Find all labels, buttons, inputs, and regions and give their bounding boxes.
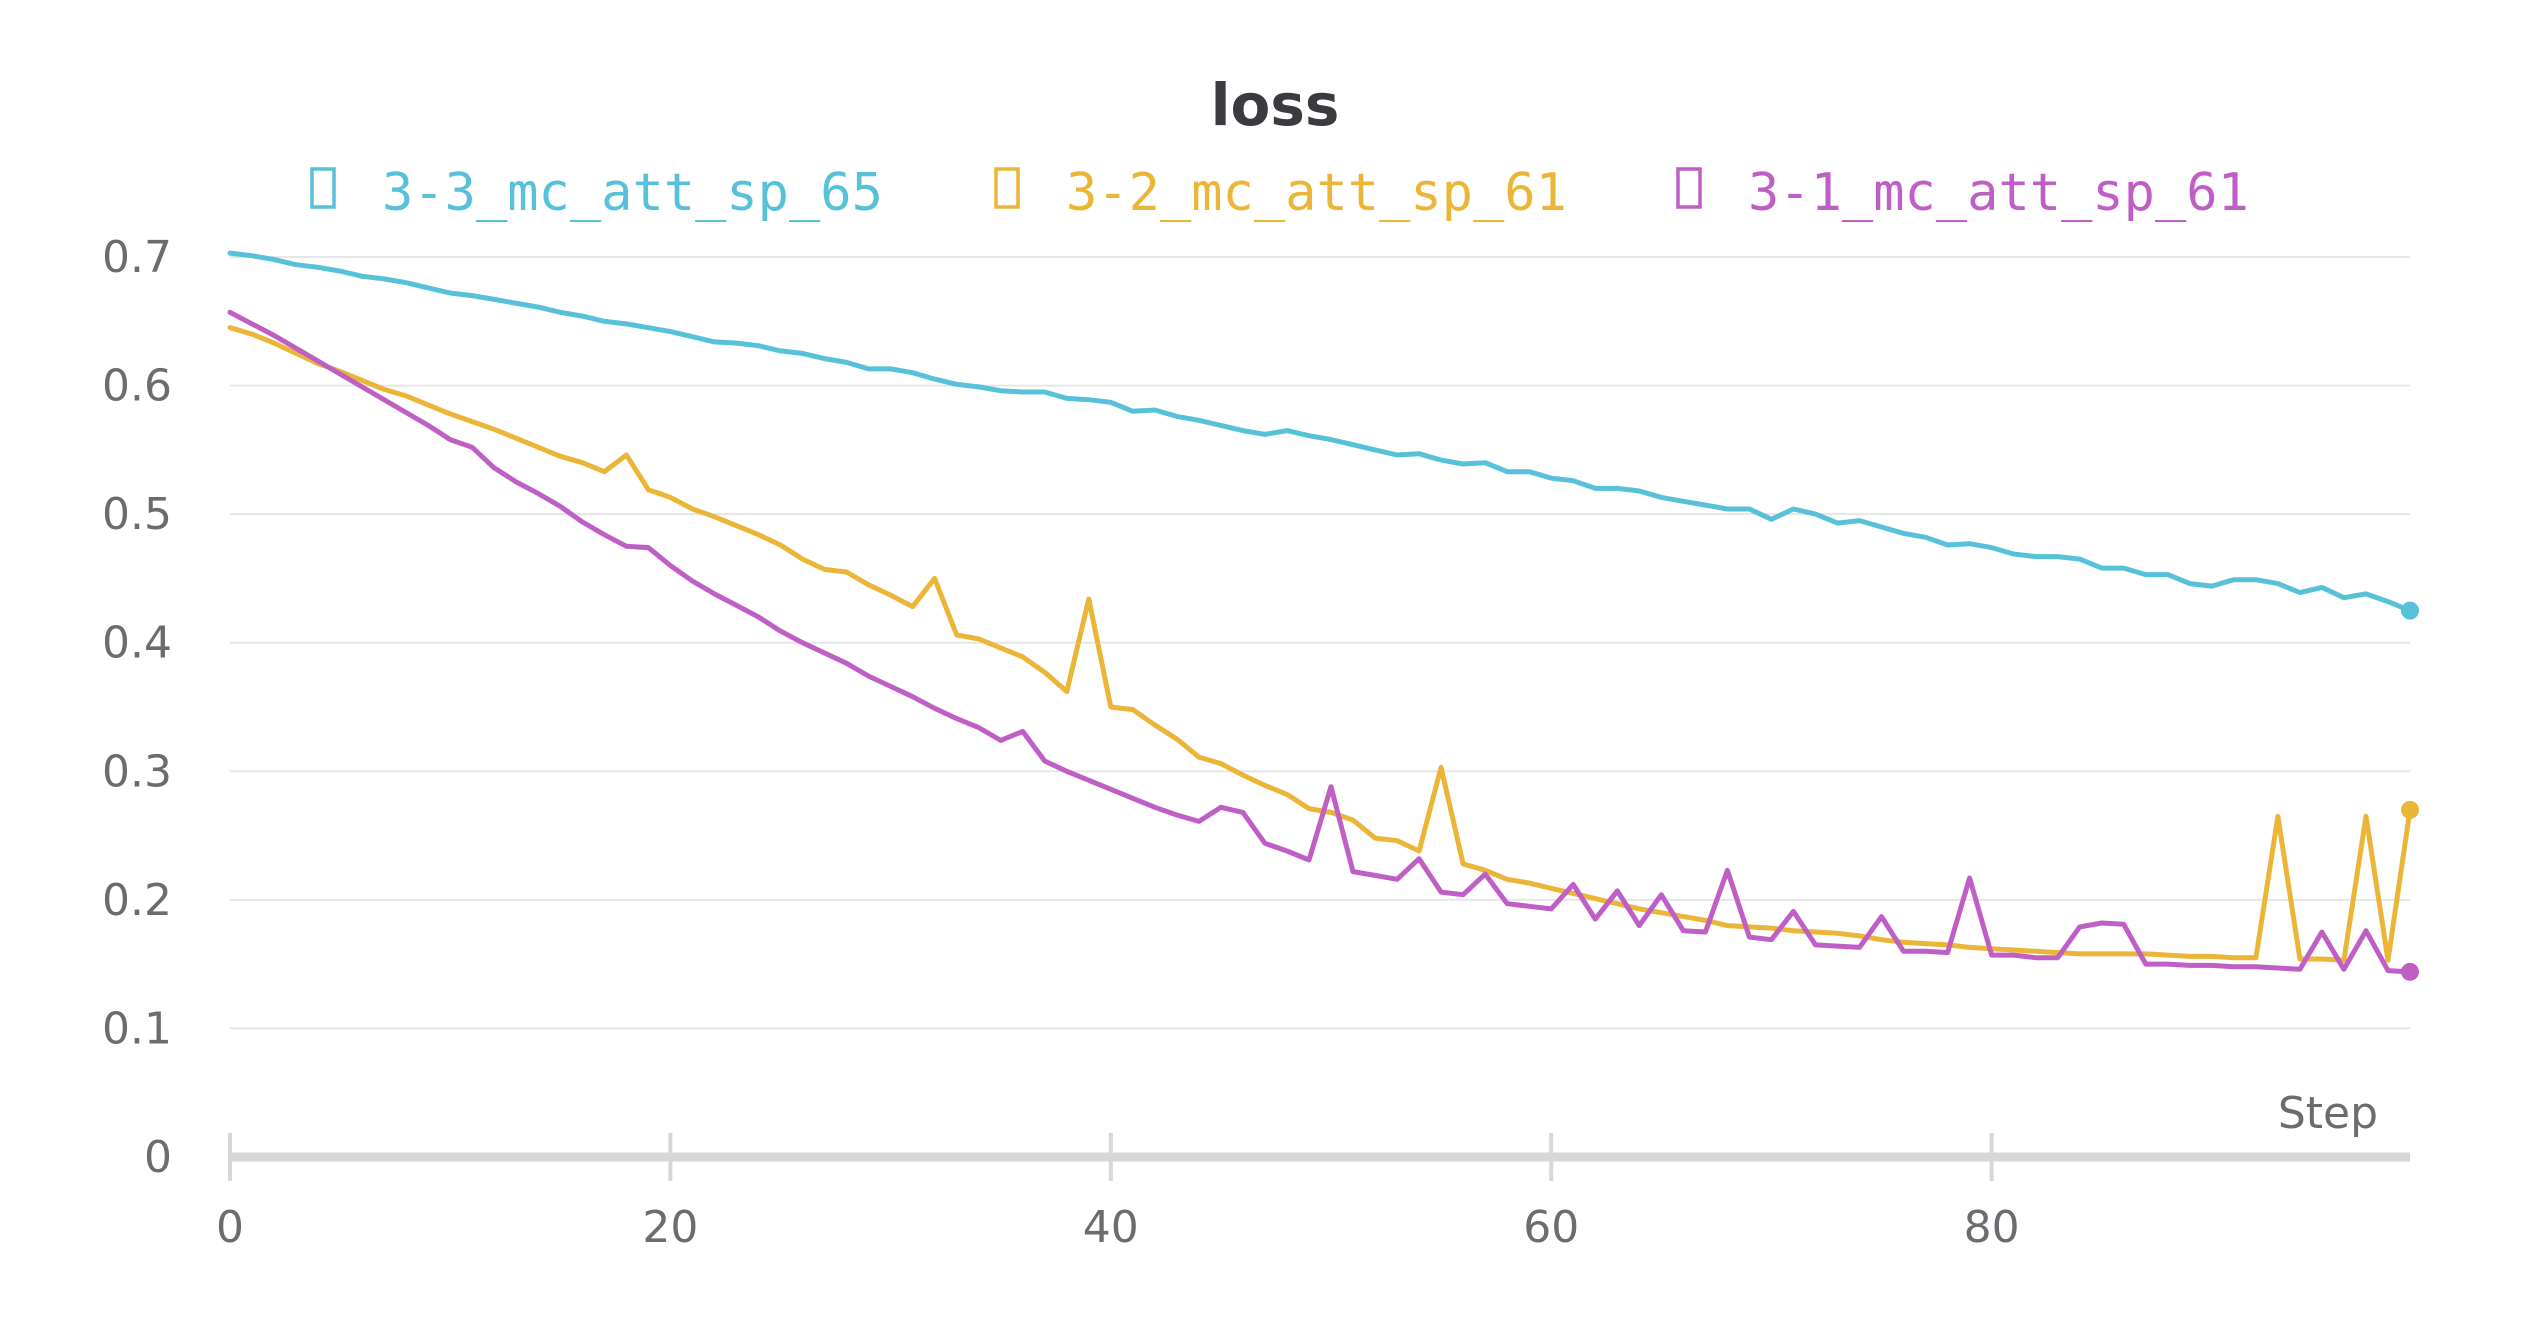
- series-end-point-2: [2401, 800, 2419, 819]
- grid: [230, 256, 2410, 1030]
- y-tick-label: 0.7: [102, 232, 172, 283]
- y-tick-label: 0.3: [102, 746, 172, 797]
- series-line-3: [227, 309, 2413, 975]
- y-tick-label: 0: [144, 1132, 172, 1183]
- legend-item-3[interactable]: 3-1_mc_att_sp_61: [1676, 163, 2249, 223]
- legend-swatch-icon: [1676, 167, 1702, 209]
- y-tick-label: 0.4: [102, 618, 172, 669]
- legend-label: 3-1_mc_att_sp_61: [1748, 163, 2249, 223]
- y-tick-label: 0.5: [102, 489, 172, 540]
- y-tick-label: 0.2: [102, 875, 172, 926]
- y-tick-label: 0.1: [102, 1003, 172, 1054]
- legend-swatch-icon: [994, 167, 1020, 209]
- series: [227, 250, 2419, 981]
- x-tick-label: 80: [1964, 1202, 2020, 1253]
- x-tick-label: 0: [216, 1202, 244, 1253]
- series-line-2: [227, 325, 2413, 963]
- x-tick-label: 40: [1083, 1202, 1139, 1253]
- x-axis-title: Step: [2278, 1088, 2378, 1139]
- series-end-point-1: [2401, 601, 2419, 620]
- x-axis: 0 20 40 60 80: [216, 1133, 2410, 1253]
- x-tick-label: 60: [1523, 1202, 1579, 1253]
- legend: 3-3_mc_att_sp_65 3-2_mc_att_sp_61 3-1_mc_a…: [310, 163, 2249, 223]
- y-tick-label: 0.6: [102, 361, 172, 412]
- x-tick-label: 20: [642, 1202, 698, 1253]
- y-axis: 0 0.1 0.2 0.3 0.4 0.5 0.6 0.7: [102, 232, 172, 1183]
- chart-title: loss: [1211, 71, 1340, 139]
- legend-swatch-icon: [310, 167, 336, 209]
- series-end-point-3: [2401, 962, 2419, 981]
- legend-label: 3-2_mc_att_sp_61: [1066, 163, 1567, 223]
- legend-item-1[interactable]: 3-3_mc_att_sp_65: [310, 163, 883, 223]
- legend-label: 3-3_mc_att_sp_65: [382, 163, 883, 223]
- legend-item-2[interactable]: 3-2_mc_att_sp_61: [994, 163, 1567, 223]
- series-line-1: [227, 250, 2413, 614]
